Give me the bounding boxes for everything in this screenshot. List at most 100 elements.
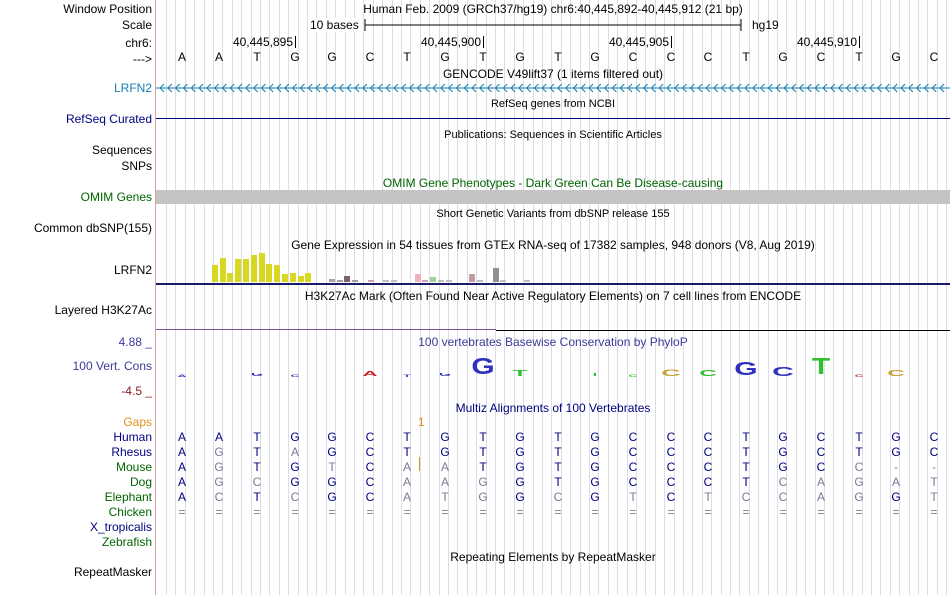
species-label-mouse[interactable]: Mouse	[115, 460, 152, 474]
aligned-base: T	[479, 430, 487, 444]
aligned-base: =	[178, 505, 186, 519]
strand-arrow	[330, 83, 336, 93]
strand-arrow	[650, 83, 656, 93]
gtex-tissue-bar[interactable]	[219, 258, 226, 282]
snps-track-label[interactable]: SNPs	[121, 159, 152, 173]
species-label-rhesus[interactable]: Rhesus	[111, 445, 152, 459]
gtex-tissue-bar[interactable]	[266, 264, 273, 282]
gtex-tissue-bar[interactable]	[211, 265, 218, 282]
strand-arrow	[455, 83, 461, 93]
gtex-tissue-bar[interactable]	[258, 253, 265, 282]
gtex-tissue-bar[interactable]	[367, 280, 374, 282]
refseq-track-label[interactable]: RefSeq Curated	[65, 112, 152, 126]
sequences-track-label[interactable]: Sequences	[91, 143, 152, 157]
gridline	[251, 0, 252, 595]
h3k27ac-track-label[interactable]: Layered H3K27Ac	[54, 303, 152, 317]
gridline	[721, 0, 722, 595]
strand-arrow	[486, 83, 492, 93]
strand-arrow	[853, 83, 859, 93]
gridline	[429, 0, 430, 595]
gtex-tissue-bar[interactable]	[383, 280, 390, 282]
cons-logo-letter: G	[439, 373, 451, 378]
gtex-tissue-bar[interactable]	[250, 255, 257, 282]
aligned-base: C	[628, 460, 638, 474]
gencode-gene-model[interactable]	[156, 82, 950, 94]
gtex-tissue-bar[interactable]	[274, 265, 281, 282]
strand-arrow	[611, 83, 617, 93]
gtex-tissue-bar[interactable]	[430, 277, 437, 282]
strand-arrow	[362, 83, 368, 93]
gridline	[899, 0, 900, 595]
gtex-tissue-bar[interactable]	[492, 268, 499, 282]
species-label-human[interactable]: Human	[113, 430, 152, 444]
aligned-base: T	[479, 460, 487, 474]
species-label-elephant[interactable]: Elephant	[104, 490, 152, 504]
strand-arrow	[260, 83, 266, 93]
aligned-base: C	[741, 490, 751, 504]
scale-label: Scale	[121, 18, 152, 32]
aligned-base: C	[666, 445, 676, 459]
omim-feature[interactable]	[156, 190, 950, 204]
gridline	[166, 0, 167, 595]
gtex-tissue-bar[interactable]	[297, 276, 304, 282]
species-label-zebrafish[interactable]: Zebrafish	[101, 535, 152, 549]
gtex-tissue-bar[interactable]	[500, 280, 507, 282]
strand-label: --->	[133, 52, 152, 66]
aligned-base: =	[930, 505, 938, 519]
aligned-base: C	[929, 430, 939, 444]
strand-arrow	[619, 83, 625, 93]
base: G	[440, 50, 450, 64]
gtex-tissue-bar[interactable]	[352, 280, 359, 282]
gtex-tissue-bar[interactable]	[227, 273, 234, 282]
refseq-gene-line[interactable]	[156, 118, 950, 119]
gtex-tissue-bar[interactable]	[477, 280, 483, 282]
gtex-tissue-bar[interactable]	[469, 274, 476, 282]
gtex-tissue-bar[interactable]	[289, 273, 296, 282]
gtex-tissue-bar[interactable]	[391, 280, 398, 282]
aligned-base: T	[629, 490, 637, 504]
cons-track-label[interactable]: 100 Vert. Cons	[72, 359, 152, 373]
gtex-tissue-bar[interactable]	[305, 273, 312, 282]
strand-arrow	[798, 83, 804, 93]
aligned-base: T	[554, 445, 562, 459]
gridline	[533, 0, 534, 595]
gtex-tissue-bar[interactable]	[344, 276, 351, 282]
strand-arrow	[720, 83, 726, 93]
gridline	[833, 0, 834, 595]
gtex-tissue-bar[interactable]	[328, 279, 335, 282]
gtex-tissue-bar[interactable]	[336, 280, 343, 282]
aligned-base: G	[214, 475, 224, 489]
h3k27ac-signal[interactable]	[156, 329, 496, 330]
aligned-base: A	[402, 460, 411, 474]
gridline	[222, 0, 223, 595]
gtex-tissue-bar[interactable]	[414, 274, 421, 282]
gridline	[645, 0, 646, 595]
gtex-tissue-bar[interactable]	[235, 259, 242, 282]
gtex-tissue-bar[interactable]	[445, 280, 452, 282]
browser-image-panel[interactable]: Human Feb. 2009 (GRCh37/hg19) chr6:40,44…	[156, 0, 950, 595]
gtex-tissue-bar[interactable]	[282, 274, 288, 282]
scale-bar	[364, 19, 742, 31]
gtex-track-label[interactable]: LRFN2	[113, 263, 152, 277]
gridline	[777, 0, 778, 595]
gaps-label[interactable]: Gaps	[123, 415, 152, 429]
species-label-chicken[interactable]: Chicken	[108, 505, 152, 519]
gridline	[749, 0, 750, 595]
species-label-dog[interactable]: Dog	[129, 475, 152, 489]
dbsnp-track-label[interactable]: Common dbSNP(155)	[33, 221, 152, 235]
gencode-track-label[interactable]: LRFN2	[113, 81, 152, 95]
repeatmasker-track-label[interactable]: RepeatMasker	[73, 565, 152, 579]
omim-track-label[interactable]: OMIM Genes	[80, 190, 152, 204]
gtex-tissue-bar[interactable]	[243, 259, 249, 282]
aligned-base: G	[590, 430, 600, 444]
gencode-title: GENCODE V49lift37 (1 items filtered out)	[442, 67, 664, 81]
tick-label: 40,445,900	[420, 35, 481, 49]
strand-arrow	[190, 83, 196, 93]
gtex-tissue-bar[interactable]	[422, 280, 429, 282]
strand-arrow	[869, 83, 875, 93]
strand-arrow	[791, 83, 797, 93]
gtex-tissue-bar[interactable]	[523, 280, 530, 282]
species-label-x_tropicalis[interactable]: X_tropicalis	[89, 520, 152, 534]
gtex-tissue-bar[interactable]	[438, 280, 444, 282]
strand-arrow	[666, 83, 672, 93]
